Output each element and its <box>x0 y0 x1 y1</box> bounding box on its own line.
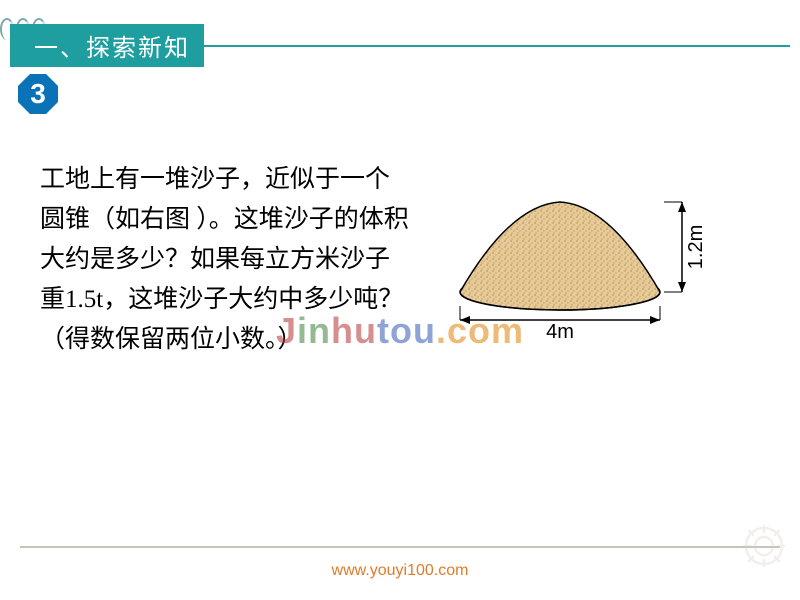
footer-url: www.youyi100.com <box>0 562 800 580</box>
width-label: 4m <box>546 321 574 340</box>
sand-cone-figure: 4m 1.2m <box>450 180 730 340</box>
problem-number-badge: 3 <box>18 74 58 114</box>
section-title: 一、探索新知 <box>10 24 204 67</box>
section-header: 一、探索新知 <box>10 24 790 67</box>
footer-rule <box>20 546 780 548</box>
problem-text: 工地上有一堆沙子，近似于一个圆锥（如右图 ）。这堆沙子的体积大约是多少？如果每立… <box>40 160 410 360</box>
height-label: 1.2m <box>685 225 707 269</box>
content-row: 工地上有一堆沙子，近似于一个圆锥（如右图 ）。这堆沙子的体积大约是多少？如果每立… <box>40 160 760 360</box>
section-rule <box>204 45 790 47</box>
